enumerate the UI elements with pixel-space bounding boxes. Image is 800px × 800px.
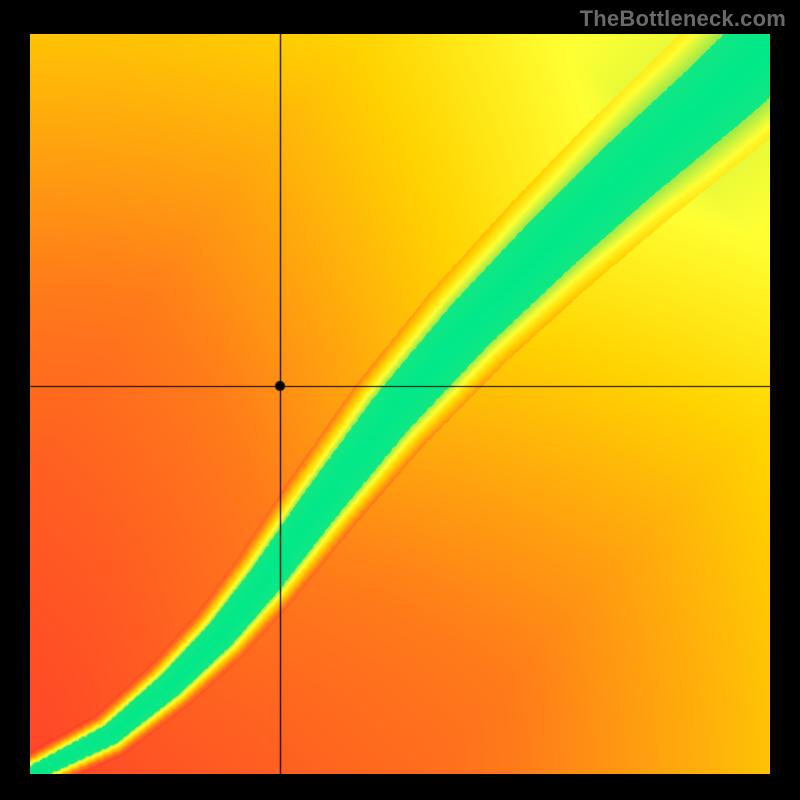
watermark-text: TheBottleneck.com [580, 6, 786, 32]
chart-container: TheBottleneck.com [0, 0, 800, 800]
bottleneck-heatmap [30, 34, 770, 774]
plot-frame [30, 34, 770, 774]
